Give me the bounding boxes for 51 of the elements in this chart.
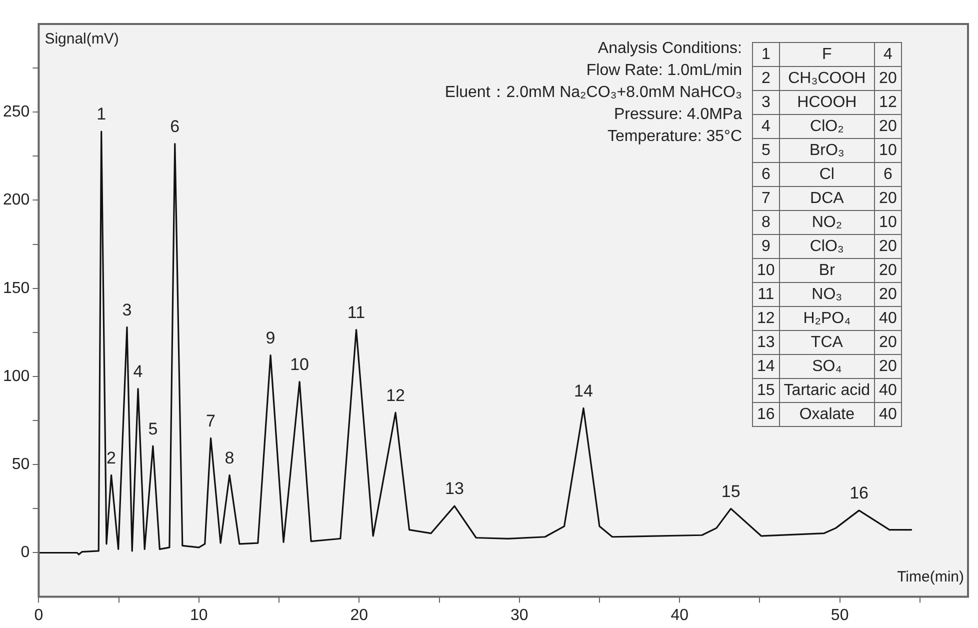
text: 6 Cl 6 (761, 166, 892, 183)
text: 12 H₂PO₄ 40 (757, 310, 897, 327)
x-tick-label: 30 (510, 606, 528, 624)
text: 11 NO₃ 20 (758, 286, 897, 303)
annotation: 10 (290, 354, 309, 374)
text: 13 TCA 20 (757, 334, 897, 351)
annotation: 9 (266, 328, 276, 348)
annotation: 15 (721, 482, 740, 501)
annotation: 8 (224, 448, 234, 468)
text: 8 NO₂ 10 (761, 214, 897, 231)
text: 3 HCOOH 12 (761, 94, 897, 111)
x-tick-label: 20 (350, 606, 368, 624)
x-tick-label: 40 (670, 606, 689, 624)
annotation: 16 (850, 484, 869, 503)
text: 5 BrO₃ 10 (761, 142, 897, 159)
annotation: Analysis Conditions: (596, 39, 742, 59)
y-axis-title: Signal(mV) (44, 30, 119, 48)
x-tick-label: 10 (190, 606, 208, 624)
x-tick-label: 0 (34, 606, 44, 624)
x-tick-label: 50 (830, 606, 849, 624)
y-tick-label: 100 (2, 368, 30, 385)
text: 7 DCA 20 (761, 190, 897, 207)
annotation: 2 (106, 448, 116, 468)
annotation: 1 (96, 104, 106, 124)
annotation: 13 (445, 479, 464, 498)
y-tick-label: 0 (20, 544, 30, 562)
annotation: Pressure: 4.0MPa (612, 105, 742, 125)
annotation: Eluent：2.0mM Na₂CO₃+8.0mM NaHCO₃ (444, 83, 742, 103)
y-tick-label: 150 (2, 280, 30, 297)
annotation: 3 (122, 300, 132, 320)
annotation: 6 (170, 117, 180, 136)
y-tick-label: 50 (12, 456, 30, 474)
y-tick-label: 250 (2, 104, 30, 121)
text: 10 Br 20 (757, 262, 897, 279)
annotation: 12 (386, 386, 405, 405)
text: 9 ClO₃ 20 (761, 238, 897, 255)
annotation: 15 Tartaric acid 40 (756, 381, 898, 401)
annotation: 5 (148, 419, 158, 438)
text: 4 ClO₂ 20 (761, 118, 897, 135)
y-tick-label: 200 (2, 192, 30, 209)
text: 1 F 4 (761, 46, 892, 63)
annotation: Flow Rate: 1.0mL/min (585, 61, 742, 81)
text: 16 Oxalate 40 (757, 406, 897, 423)
text: 14 SO₄ 20 (757, 358, 897, 375)
annotation: 14 (574, 381, 593, 400)
annotation: 2 CH₃COOH 20 (760, 69, 898, 89)
annotation: 7 (206, 411, 216, 430)
annotation: 11 (347, 302, 366, 322)
annotation: Temperature: 35°C (606, 127, 742, 147)
annotation: 4 (133, 362, 143, 382)
x-axis-title: Time(min) (897, 568, 964, 586)
